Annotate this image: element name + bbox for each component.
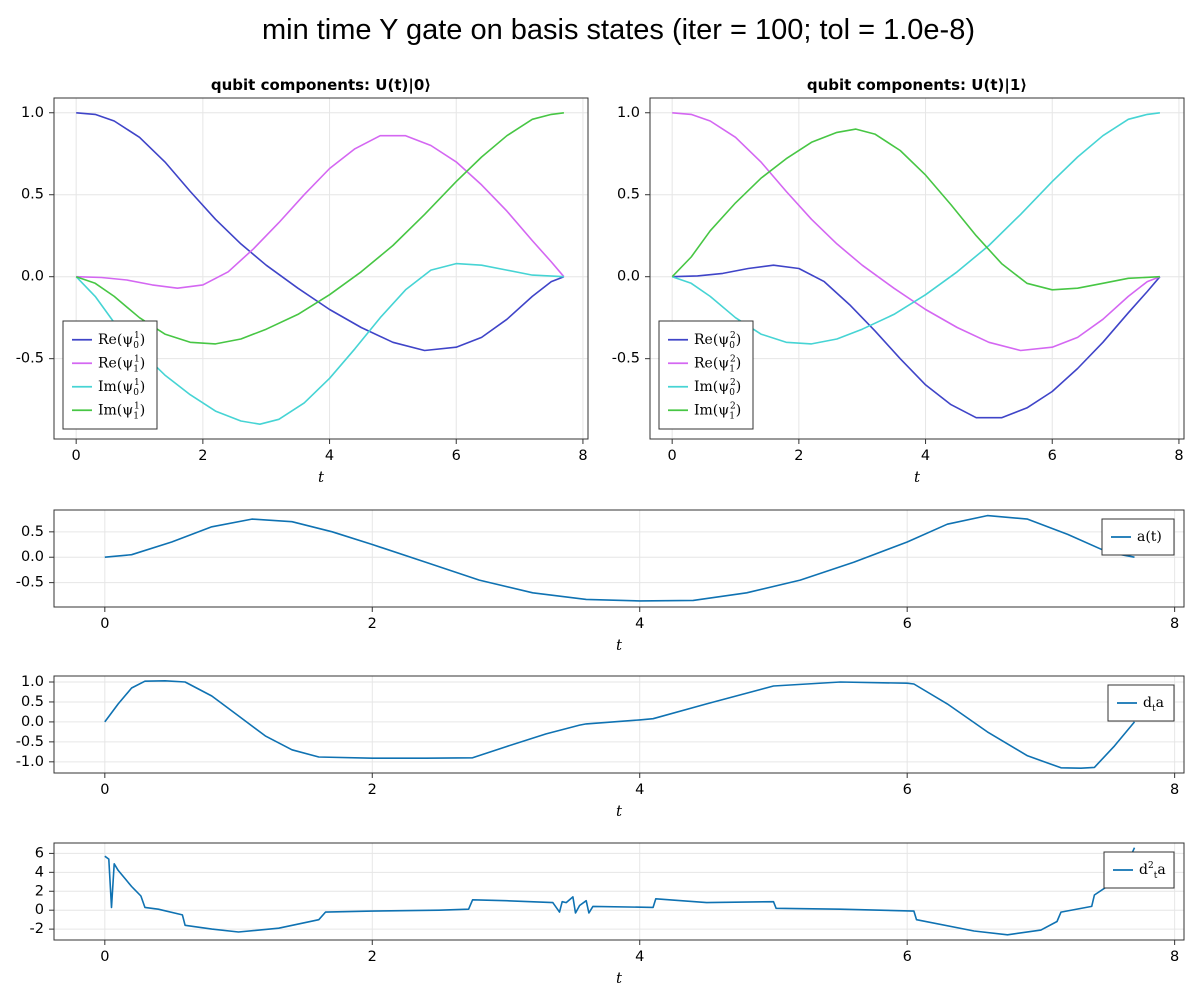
chart-panel-4: 0 2 4 6 8 -1.0 -0.5 0.0 0.5 1.0 t dta	[16, 674, 1185, 820]
legend-label: a(t)	[1137, 529, 1162, 545]
x-tick-label: 2	[368, 949, 377, 965]
chart-panel-2: 0 2 4 6 8 -0.5 0.0 0.5 1.0 t qubit components: U(t…	[612, 76, 1185, 486]
y-tick-label: 0.0	[21, 269, 44, 285]
chart-panel-1: 0 2 4 6 8 -0.5 0.0 0.5 1.0 t qubit components: U(t…	[16, 76, 589, 486]
chart-panel-5: 0 2 4 6 8 -2 0 2 4 6 t d2ta	[30, 842, 1185, 987]
x-tick-label: 0	[668, 448, 677, 464]
legend-label: Re(ψ02)	[694, 330, 741, 350]
x-tick-label: 4	[921, 448, 930, 464]
legend-label: Re(ψ01)	[98, 330, 145, 350]
series-line-2	[76, 134, 565, 290]
panel-title: qubit components: U(t)|1⟩	[807, 76, 1027, 95]
series-line-1	[104, 847, 1136, 936]
x-axis-label: t	[616, 802, 623, 820]
x-tick-label: 8	[578, 448, 587, 464]
series-line-2	[672, 112, 1161, 352]
y-tick-label: 0.5	[617, 187, 640, 203]
x-axis-label: t	[914, 468, 921, 486]
y-tick-label: 0	[35, 902, 44, 918]
y-tick-label: -1.0	[16, 754, 44, 770]
axes-frame	[53, 97, 589, 440]
x-axis-label: t	[616, 969, 623, 987]
y-tick-label: 6	[35, 845, 44, 861]
x-tick-label: 8	[1174, 448, 1183, 464]
series-line-1	[76, 112, 565, 352]
x-tick-label: 2	[198, 448, 207, 464]
legend-label: Im(ψ02)	[694, 377, 741, 397]
x-tick-label: 4	[635, 782, 644, 798]
y-tick-label: -0.5	[612, 351, 640, 367]
x-tick-label: 2	[368, 782, 377, 798]
legend-label: d2ta	[1139, 861, 1166, 881]
series-line-1	[104, 514, 1135, 602]
series-line-4	[671, 128, 1160, 291]
figure-title: min time Y gate on basis states (iter = …	[261, 14, 976, 46]
legend: Re(ψ01) Re(ψ11) Im(ψ01) Im(ψ11)	[62, 320, 158, 430]
x-tick-label: 4	[325, 448, 334, 464]
y-tick-label: -0.5	[16, 351, 44, 367]
x-tick-label: 6	[903, 782, 912, 798]
legend: Re(ψ02) Re(ψ12) Im(ψ02) Im(ψ12)	[658, 320, 754, 430]
x-axis-label: t	[616, 636, 623, 654]
axes-frame	[53, 509, 1185, 608]
x-tick-label: 8	[1170, 949, 1179, 965]
x-tick-label: 0	[100, 616, 109, 632]
x-tick-label: 0	[100, 782, 109, 798]
y-tick-label: 0.5	[21, 187, 44, 203]
series-line-1	[672, 264, 1161, 419]
y-tick-label: 0.0	[21, 714, 44, 730]
series-line-1	[104, 679, 1136, 770]
y-tick-label: -0.5	[16, 575, 44, 591]
legend: a(t)	[1101, 518, 1175, 556]
axes-frame	[53, 675, 1185, 774]
y-tick-label: 2	[35, 883, 44, 899]
x-tick-label: 4	[635, 616, 644, 632]
y-tick-label: 1.0	[21, 674, 44, 690]
x-tick-label: 6	[452, 448, 461, 464]
chart-panel-3: 0 2 4 6 8 -0.5 0.0 0.5 t a(t)	[16, 509, 1185, 654]
legend-label: Re(ψ12)	[694, 354, 741, 374]
x-tick-label: 6	[903, 949, 912, 965]
y-tick-label: 1.0	[617, 105, 640, 121]
legend-label: Im(ψ11)	[98, 401, 145, 421]
axes-frame	[649, 97, 1185, 440]
y-tick-label: 4	[35, 864, 44, 880]
legend: dta	[1107, 684, 1175, 722]
y-tick-label: 0.0	[617, 269, 640, 285]
y-tick-label: -0.5	[16, 734, 44, 750]
x-axis-label: t	[318, 468, 325, 486]
x-tick-label: 2	[794, 448, 803, 464]
legend-label: Im(ψ01)	[98, 377, 145, 397]
y-tick-label: 0.0	[21, 549, 44, 565]
x-tick-label: 6	[1048, 448, 1057, 464]
y-tick-label: 1.0	[21, 105, 44, 121]
x-tick-label: 2	[368, 616, 377, 632]
panel-title: qubit components: U(t)|0⟩	[211, 76, 431, 95]
x-tick-label: 0	[100, 949, 109, 965]
x-tick-label: 8	[1170, 616, 1179, 632]
y-tick-label: 0.5	[21, 524, 44, 540]
y-tick-label: -2	[30, 921, 44, 937]
y-tick-label: 0.5	[21, 694, 44, 710]
legend-label: Im(ψ12)	[694, 401, 741, 421]
legend-label: Re(ψ11)	[98, 354, 145, 374]
x-tick-label: 6	[903, 616, 912, 632]
legend: d2ta	[1103, 851, 1175, 889]
x-tick-label: 4	[635, 949, 644, 965]
x-tick-label: 0	[72, 448, 81, 464]
x-tick-label: 8	[1170, 782, 1179, 798]
series-line-3	[671, 112, 1161, 345]
series-line-4	[75, 112, 565, 345]
legend-label: dta	[1143, 695, 1164, 714]
